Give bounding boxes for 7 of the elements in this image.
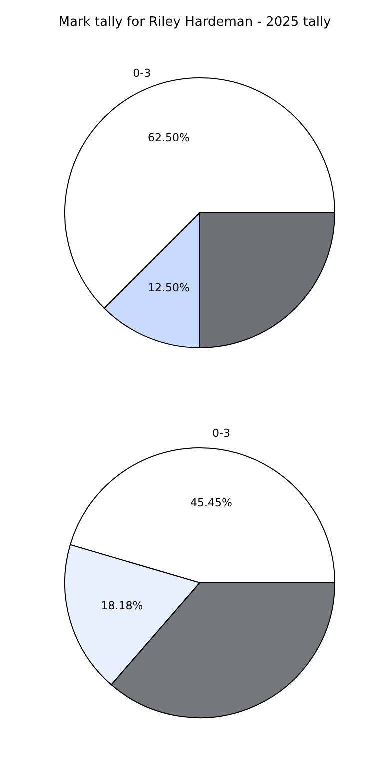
slice-label: 0-3 <box>212 426 231 440</box>
data-label: 45.45% <box>190 496 233 510</box>
data-label: 12.50% <box>148 281 190 294</box>
slice-label: 0-3 <box>133 66 152 80</box>
data-label: 18.18% <box>101 599 144 612</box>
chart-title: Mark tally for Riley Hardeman - 2025 tally <box>58 14 332 32</box>
data-label: 62.50% <box>148 132 190 145</box>
